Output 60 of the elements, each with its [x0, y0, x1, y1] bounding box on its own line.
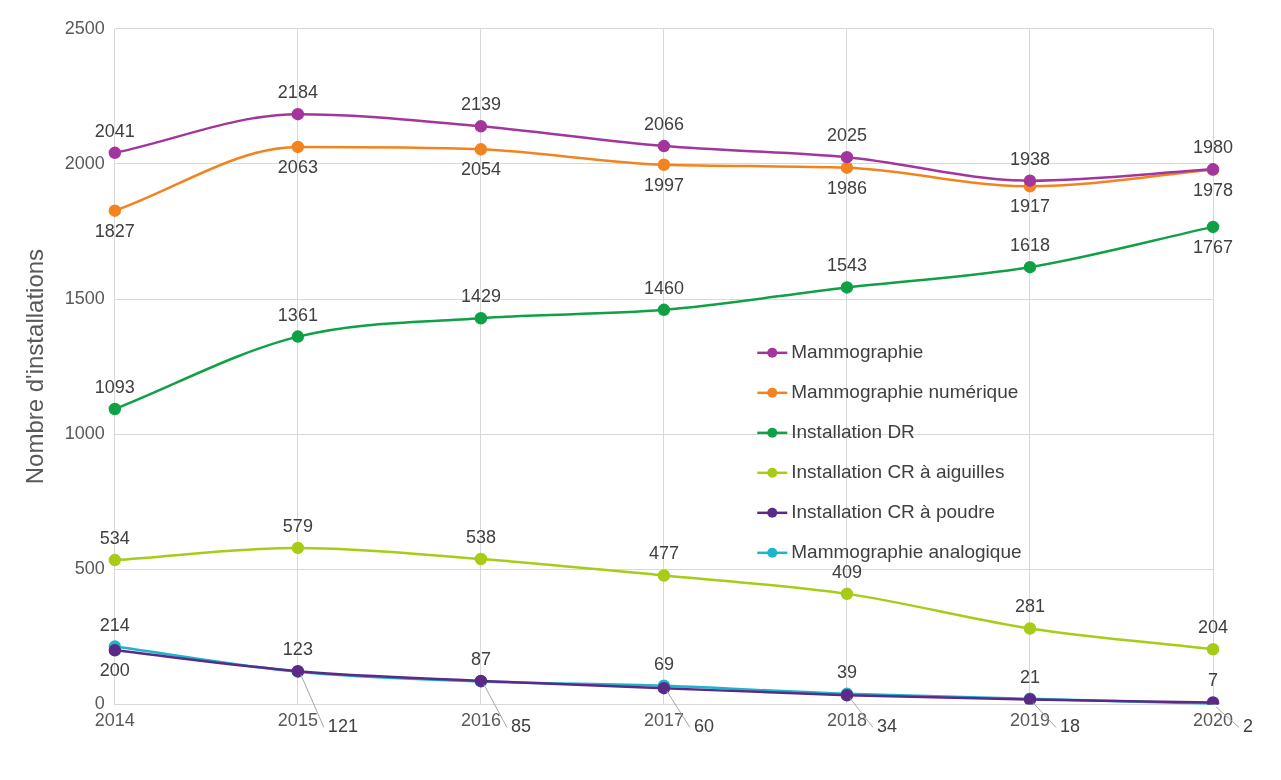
data-label: 69 [653, 653, 674, 674]
legend-label: Mammographie analogique [791, 541, 1022, 563]
data-label: 409 [831, 561, 862, 582]
legend-label: Mammographie numérique [791, 381, 1019, 403]
x-tick-label: 2019 [1009, 710, 1050, 731]
data-label: 60 [693, 716, 714, 737]
legend-label: Installation CR à poudre [791, 501, 996, 523]
data-label: 1997 [643, 174, 684, 195]
y-tick-label: 2000 [64, 152, 105, 173]
data-label: 281 [1014, 596, 1045, 617]
data-label: 200 [99, 660, 130, 681]
data-label: 538 [465, 526, 496, 547]
data-label: 1767 [1192, 236, 1234, 257]
data-label: 579 [282, 515, 313, 536]
x-tick-label: 2018 [826, 710, 867, 731]
y-tick-label: 500 [74, 558, 105, 579]
data-label: 7 [1207, 670, 1219, 691]
data-label: 1361 [277, 304, 318, 325]
data-label: 2 [1243, 716, 1254, 737]
data-label: 1460 [643, 277, 684, 298]
x-tick-label: 2020 [1192, 710, 1234, 731]
data-label: 477 [648, 543, 679, 564]
data-label: 85 [510, 716, 531, 737]
data-label: 1827 [94, 220, 135, 241]
data-label: 2041 [94, 120, 135, 141]
data-label: 1980 [1192, 137, 1234, 158]
data-label: 1978 [1192, 179, 1234, 200]
x-tick-label: 2016 [460, 710, 501, 731]
x-tick-label: 2015 [277, 710, 318, 731]
data-label: 18 [1059, 716, 1081, 737]
data-label: 1543 [826, 255, 867, 276]
legend-label: Mammographie [791, 341, 924, 363]
data-label: 39 [836, 661, 857, 682]
data-label: 1917 [1009, 196, 1050, 217]
data-label: 1986 [826, 177, 867, 198]
data-label: 123 [282, 639, 313, 660]
x-tick-label: 2017 [643, 710, 684, 731]
data-label: 21 [1019, 666, 1040, 687]
y-tick-label: 1500 [64, 288, 105, 309]
data-label: 2054 [460, 159, 501, 180]
y-tick-label: 2500 [64, 17, 105, 38]
data-label: 121 [327, 716, 358, 737]
data-label: 214 [99, 614, 130, 635]
y-axis-title: Nombre d'installations [21, 248, 49, 485]
data-label: 1938 [1009, 148, 1050, 169]
data-label: 2139 [460, 94, 501, 115]
data-label: 1618 [1009, 235, 1050, 256]
data-label: 34 [876, 716, 897, 737]
data-label: 204 [1197, 617, 1229, 638]
data-label: 1093 [94, 377, 135, 397]
data-label: 87 [470, 648, 491, 669]
data-label: 2184 [277, 82, 318, 103]
data-label: 534 [99, 528, 130, 549]
data-label: 2063 [277, 156, 318, 177]
legend-label: Installation DR [791, 421, 915, 443]
legend-label: Installation CR à aiguilles [791, 461, 1005, 483]
y-tick-label: 1000 [64, 423, 105, 444]
data-label: 1429 [460, 286, 501, 307]
data-label: 2066 [643, 114, 684, 135]
data-label: 2025 [826, 125, 867, 146]
